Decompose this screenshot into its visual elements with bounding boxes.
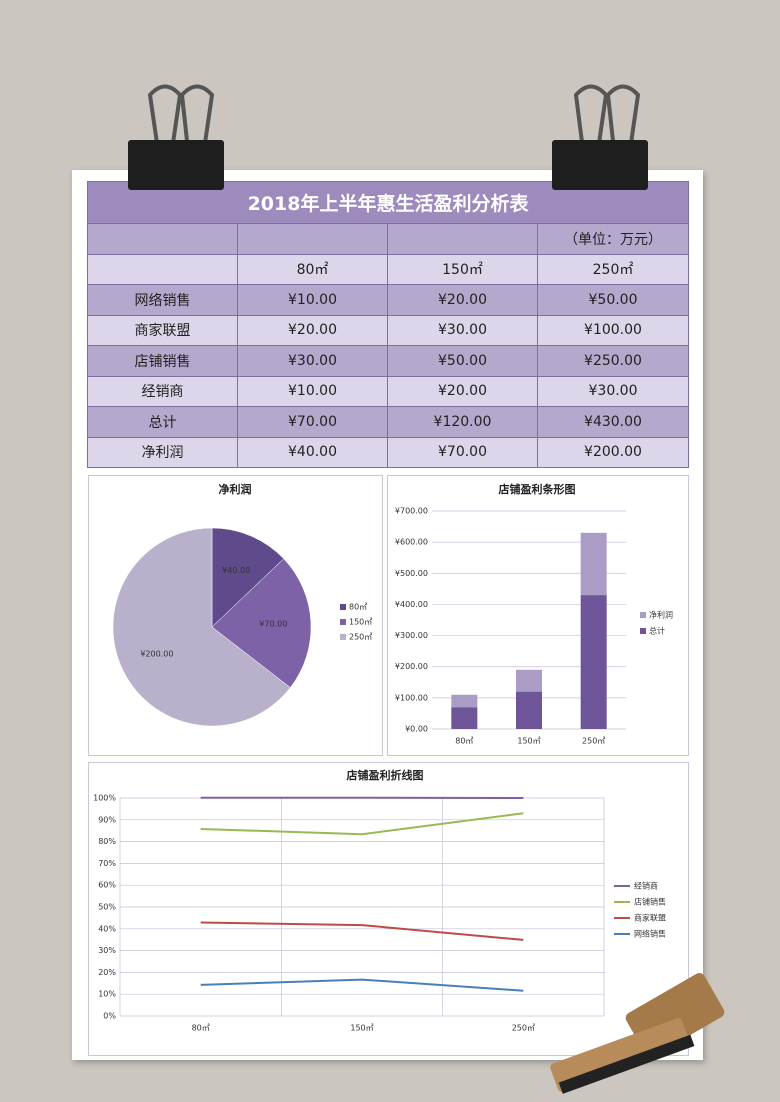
chart-title: 店铺盈利折线图 [347, 768, 424, 782]
table-row: 净利润 ¥40.00 ¥70.00 ¥200.00 [87, 436, 690, 468]
pie-slice [211, 558, 312, 688]
y-tick-label: 70% [98, 859, 116, 868]
legend-swatch [340, 634, 346, 640]
table-cell: ¥10.00 [237, 375, 388, 407]
table-cell: 150㎡ [387, 253, 538, 285]
table-cell: ¥250.00 [536, 345, 690, 377]
bar-segment [451, 694, 478, 708]
table-cell: ¥40.00 [237, 436, 388, 468]
line-series [200, 978, 524, 992]
y-tick-label: ¥600.00 [395, 538, 428, 547]
table-row: 经销商 ¥10.00 ¥20.00 ¥30.00 [87, 375, 690, 407]
bar-segment [516, 691, 542, 729]
stamp [550, 973, 725, 1094]
data-label: ¥70.00 [259, 619, 287, 628]
y-tick-label: ¥200.00 [395, 662, 428, 671]
legend-label: 店铺销售 [634, 897, 666, 907]
x-tick-label: 250㎡ [582, 737, 605, 746]
legend-label: 商家联盟 [634, 913, 666, 923]
table-cell: ¥70.00 [387, 436, 538, 468]
table-row: 网络销售 ¥10.00 ¥20.00 ¥50.00 [87, 284, 690, 316]
bar-segment [580, 595, 607, 729]
table-cell: ¥10.00 [237, 284, 388, 316]
table-cell: ¥20.00 [237, 314, 388, 346]
table-cell: ¥30.00 [387, 314, 538, 346]
line-series [200, 921, 524, 941]
table-cell: 总计 [87, 406, 238, 438]
table-cell: 80㎡ [237, 253, 388, 285]
table-cell: 商家联盟 [87, 314, 238, 346]
table-cell: 净利润 [87, 436, 238, 468]
y-tick-label: 50% [98, 903, 116, 912]
table-cell: ¥430.00 [536, 406, 690, 438]
table-cell: ¥120.00 [387, 406, 538, 438]
legend-swatch [340, 619, 346, 625]
legend-label: 经销商 [634, 881, 658, 891]
table-cell: ¥100.00 [536, 314, 690, 346]
table-cell: 250㎡ [536, 253, 690, 285]
x-tick-label: 80㎡ [455, 737, 473, 746]
table-cell: ¥30.00 [536, 375, 690, 407]
bar-segment [580, 532, 607, 596]
table-cell: 店铺销售 [87, 345, 238, 377]
legend-label: 150㎡ [349, 618, 372, 627]
x-tick-label: 250㎡ [512, 1024, 535, 1033]
binder-clip [128, 84, 224, 190]
y-tick-label: ¥100.00 [395, 693, 428, 702]
line-series [200, 812, 524, 836]
legend-swatch [640, 628, 646, 634]
legend-swatch [640, 612, 646, 618]
y-tick-label: 10% [98, 990, 116, 999]
legend-label: 250㎡ [349, 633, 372, 642]
y-tick-label: 0% [103, 1012, 116, 1021]
legend-swatch [340, 604, 346, 610]
data-label: ¥40.00 [222, 566, 250, 575]
legend-label: 总计 [649, 626, 665, 636]
x-tick-label: 150㎡ [350, 1024, 373, 1033]
legend-label: 网络销售 [634, 929, 666, 939]
x-tick-label: 150㎡ [517, 737, 540, 746]
chart-title: 净利润 [219, 482, 252, 496]
chart-title: 店铺盈利条形图 [499, 482, 576, 496]
binder-clip [552, 84, 648, 190]
y-tick-label: 40% [98, 924, 116, 933]
bar-segment [451, 707, 478, 729]
table-cell: ¥20.00 [387, 375, 538, 407]
y-tick-label: ¥700.00 [395, 507, 428, 516]
y-tick-label: ¥0.00 [405, 725, 428, 734]
y-tick-label: ¥500.00 [395, 569, 428, 578]
pie-slice [211, 527, 285, 628]
y-tick-label: ¥400.00 [395, 600, 428, 609]
table-cell: ¥30.00 [237, 345, 388, 377]
bar-segment [516, 669, 542, 692]
legend-label: 80㎡ [349, 603, 367, 612]
table-row: 店铺销售 ¥30.00 ¥50.00 ¥250.00 [87, 345, 690, 377]
table-row: 总计 ¥70.00 ¥120.00 ¥430.00 [87, 406, 690, 438]
y-tick-label: ¥300.00 [395, 631, 428, 640]
y-tick-label: 20% [98, 968, 116, 977]
y-tick-label: 80% [98, 837, 116, 846]
data-label: ¥200.00 [140, 650, 173, 659]
y-tick-label: 90% [98, 815, 116, 824]
table-cell [87, 223, 238, 255]
y-tick-label: 60% [98, 881, 116, 890]
table-cell: 网络销售 [87, 284, 238, 316]
pie-slice [112, 527, 291, 727]
table-cell: ¥20.00 [387, 284, 538, 316]
line-panel [88, 762, 689, 1056]
table-cell: 经销商 [87, 375, 238, 407]
y-tick-label: 30% [98, 946, 116, 955]
table-row: 商家联盟 ¥20.00 ¥30.00 ¥100.00 [87, 314, 690, 346]
x-tick-label: 80㎡ [192, 1024, 210, 1033]
legend-label: 净利润 [649, 610, 673, 620]
y-tick-label: 100% [93, 794, 116, 803]
table-cell: ¥200.00 [536, 436, 690, 468]
